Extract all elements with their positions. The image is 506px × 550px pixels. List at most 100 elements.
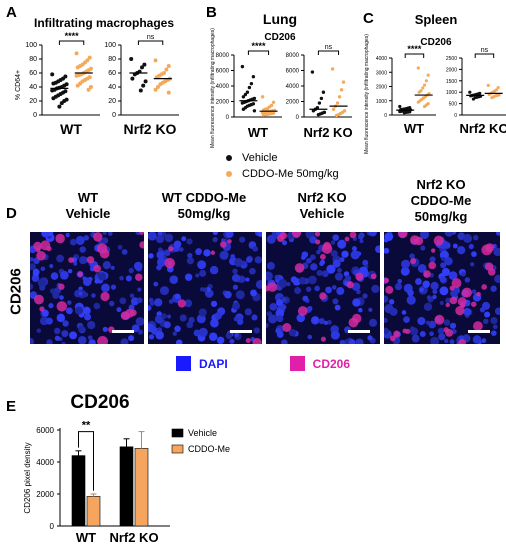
nucleus [230,254,236,259]
nucleus [195,273,200,278]
nucleus [156,251,165,260]
cd206-cell [77,271,83,277]
nucleus [310,263,318,271]
nucleus [56,313,66,323]
cd206-cell [428,261,437,270]
nucleus [302,295,309,302]
cd206-cell [177,299,186,308]
nucleus [65,232,70,238]
nucleus [67,268,73,274]
nucleus [174,293,181,300]
cd206-cell [321,243,333,254]
chart-b-g1-point [310,70,315,74]
chart-a-g1-point [143,79,148,84]
nucleus [53,327,61,335]
nucleus [276,315,284,323]
nucleus [232,268,238,275]
nucleus [430,336,440,344]
chart-a-g0-tick-label: 60 [29,70,37,77]
nucleus [31,274,40,282]
nucleus [187,252,193,259]
nucleus [54,335,61,341]
chart-e-bar [134,448,149,527]
nucleus [196,314,206,324]
nucleus [266,271,273,281]
cd206-cell [389,335,396,342]
chart-b-g0-point [241,95,246,99]
nucleus [419,232,430,240]
micro-header-1-line1: WT [77,190,99,205]
legend-label-cddo: CDDO-Me 50mg/kg [242,168,339,180]
nucleus [163,321,171,329]
nucleus [384,317,388,323]
chart-a-g1-point [130,76,135,81]
micro-header-4-line2: CDDO-Me [410,193,472,208]
nucleus [307,334,313,340]
nucleus [219,250,229,260]
nucleus [449,322,457,329]
nucleus [234,332,239,338]
nucleus [39,316,49,326]
nucleus [425,320,431,325]
nucleus [461,271,466,277]
chart-b-g1-point [331,107,336,111]
micro-header-3: Nrf2 KO Vehicle [264,190,380,222]
cd206-cell [409,235,420,245]
nucleus [168,299,174,304]
nucleus [409,253,415,259]
nucleus [117,244,123,250]
nucleus [244,308,252,316]
chart-a-g1-point [166,64,171,68]
nucleus [159,286,170,296]
stain-legend: DAPI CD206 [176,356,350,371]
cd206-cell [55,233,65,244]
panel-letter-c: C [363,10,374,27]
nucleus [148,334,155,340]
chart-c-subtitle: CD206 [420,37,452,48]
chart-e: CD206 CD206 pixel density 0 2000 4000 6000 WT N… [23,392,230,545]
nucleus [61,341,66,344]
chart-a-g0-tick-label: 20 [29,98,37,105]
nucleus [419,287,424,292]
nucleus [179,314,187,322]
nucleus [444,232,454,237]
chart-b-g0-sig-label: **** [251,41,266,51]
nucleus [46,339,53,344]
chart-b-g1-point [337,95,342,99]
nucleus [439,300,444,306]
nucleus [232,302,241,310]
nucleus [384,295,389,303]
nucleus [98,272,107,281]
chart-a-g0-tick-label: 40 [29,84,37,91]
chart-a-g0-point [86,87,91,92]
chart-a-g1-point [142,62,147,67]
cd206-cell [445,328,454,337]
chart-a-g1-tick-label: 60 [108,70,116,77]
scale-bar [468,330,490,333]
chart-c-g1-point [468,90,472,94]
nucleus [316,249,321,255]
nucleus [87,335,93,340]
nucleus [316,269,323,277]
chart-a-g1-point [138,88,143,93]
chart-a-g1-tick-label: 20 [108,98,116,105]
nucleus [175,339,183,344]
nucleus [471,289,477,295]
cd206-cell [410,258,417,265]
micro-header-2-line2: 50mg/kg [177,206,231,221]
nucleus [225,332,233,339]
cd206-cell [33,241,42,251]
nucleus [30,283,34,290]
chart-b-g0-tick-label: 6000 [216,69,230,75]
cd206-cell [134,273,143,281]
nucleus [371,284,380,294]
nucleus [438,333,446,341]
nucleus [362,293,368,299]
nucleus [110,284,117,290]
nucleus [492,324,498,330]
nucleus [203,249,211,257]
micro-header-1: WT Vehicle [30,190,146,222]
nucleus [133,261,143,271]
nucleus [266,261,275,270]
nucleus [116,307,122,313]
